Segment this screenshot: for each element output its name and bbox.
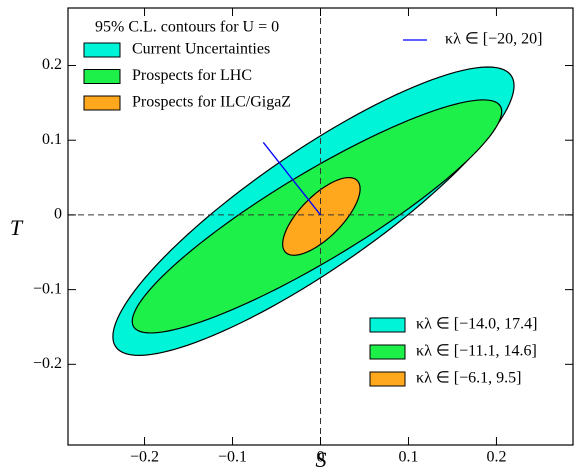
legend-label: κλ ∈ [−20, 20] (445, 31, 542, 48)
legend-label: Current Uncertainties (132, 41, 270, 58)
x-tick-label: 0.2 (486, 449, 506, 466)
legend-swatch (83, 42, 121, 58)
y-tick-label: 0.2 (42, 56, 62, 73)
legend-label: κλ ∈ [−14.0, 17.4] (416, 316, 537, 333)
legend-title: 95% C.L. contours for U = 0 (95, 19, 279, 36)
x-tick-label: 0.1 (398, 449, 418, 466)
legend-label: κλ ∈ [−6.1, 9.5] (416, 370, 521, 387)
y-tick-label: 0 (54, 206, 62, 223)
x-tick-label: 0 (317, 449, 325, 466)
y-axis-label: T (10, 215, 24, 240)
contour-ellipse (282, 176, 361, 256)
legend-swatch (369, 371, 406, 387)
legend-swatch (83, 69, 121, 84)
x-tick-label: −0.2 (130, 449, 159, 466)
y-tick-label: −0.2 (33, 355, 62, 372)
y-tick-label: 0.1 (42, 131, 62, 148)
legend-label: κλ ∈ [−11.1, 14.6] (416, 343, 537, 360)
x-tick-label: −0.1 (218, 449, 247, 466)
legend-label: Prospects for ILC/GigaZ (132, 94, 291, 111)
x-axis-label: S (316, 447, 327, 472)
kappa-line (262, 142, 322, 216)
y-tick-label: −0.1 (33, 280, 62, 297)
legend-swatch (369, 317, 406, 333)
legend-swatch (369, 344, 406, 360)
legend-label: Prospects for LHC (132, 67, 252, 84)
legend-swatch (83, 95, 121, 111)
